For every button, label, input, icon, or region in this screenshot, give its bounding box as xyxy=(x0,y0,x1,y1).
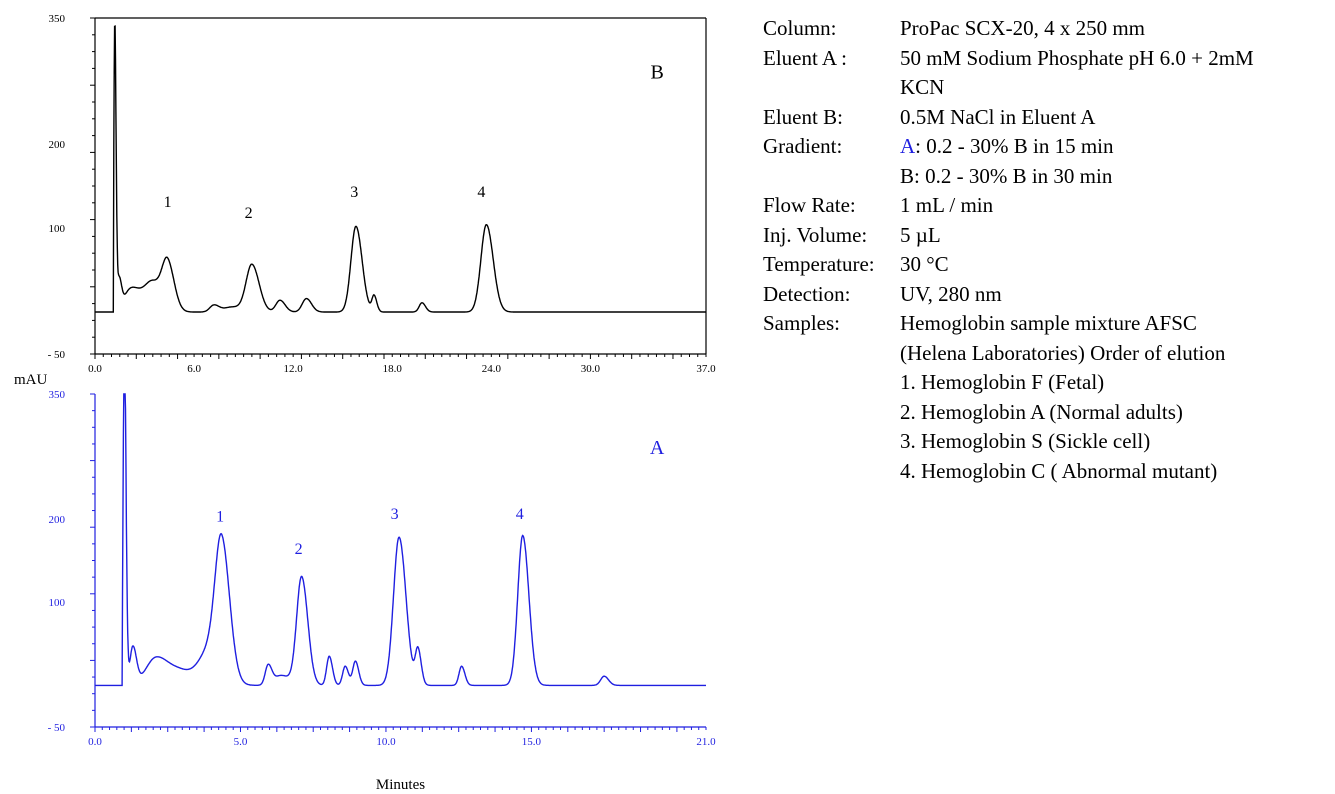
y-tick-label: 100 xyxy=(49,223,66,235)
flow-rate-value: 1 mL / min xyxy=(900,193,994,217)
y-tick-label: 200 xyxy=(49,139,66,151)
x-tick-label: 0.0 xyxy=(88,363,102,375)
chromatogram-trace xyxy=(95,25,706,313)
chromatogram-trace xyxy=(95,393,706,687)
x-tick-label: 18.0 xyxy=(383,363,403,375)
peak-label: 2 xyxy=(295,541,303,558)
y-tick-label: - 50 xyxy=(48,722,66,734)
eluent-b-row: Eluent B: 0.5M NaCl in Eluent A xyxy=(763,103,1254,133)
gradient-key: Gradient: xyxy=(763,134,843,158)
x-tick-label: 12.0 xyxy=(284,363,304,375)
gradient-b-value: B: 0.2 - 30% B in 30 min xyxy=(900,163,1113,188)
panel-a: 0.0 5.0 10.0 15.0 21.0 350 200 100 - 50 Minutes A 1… xyxy=(48,389,717,793)
samples-key: Samples: xyxy=(763,311,840,335)
inj-volume-key: Inj. Volume: xyxy=(763,222,868,247)
elution-item-2: 2. Hemoglobin A (Normal adults) xyxy=(900,399,1183,424)
eluent-a-row: Eluent A : 50 mM Sodium Phosphate pH 6.0… xyxy=(763,44,1254,74)
peak-label: 3 xyxy=(391,506,399,523)
x-tick-label: 24.0 xyxy=(482,363,502,375)
eluent-a-value: 50 mM Sodium Phosphate pH 6.0 + 2mM xyxy=(900,45,1254,70)
x-tick-label: 15.0 xyxy=(522,736,542,748)
eluent-b-value: 0.5M NaCl in Eluent A xyxy=(900,104,1096,129)
elution-item-1: 1. Hemoglobin F (Fetal) xyxy=(900,370,1105,394)
samples-value: Hemoglobin sample mixture AFSC xyxy=(900,311,1197,335)
peak-label: 4 xyxy=(477,184,485,201)
x-axis-title: Minutes xyxy=(376,777,425,793)
y-axis-title: mAU xyxy=(14,372,48,388)
panel-label: B xyxy=(650,61,663,83)
peak-label: 1 xyxy=(216,508,224,525)
x-tick-label: 10.0 xyxy=(376,736,396,748)
samples-row: Samples: Hemoglobin sample mixture AFSC xyxy=(763,309,1254,339)
flow-rate-key: Flow Rate: xyxy=(763,193,856,217)
y-tick-label: 350 xyxy=(49,13,66,25)
x-tick-label: 6.0 xyxy=(187,363,201,375)
detection-row: Detection: UV, 280 nm xyxy=(763,280,1254,310)
gradient-a-value: A: 0.2 - 30% B in 15 min xyxy=(900,132,1254,162)
y-tick-label: - 50 xyxy=(48,349,66,361)
peak-label: 1 xyxy=(164,194,172,211)
y-tick-label: 350 xyxy=(49,389,66,401)
detection-key: Detection: xyxy=(763,281,851,306)
elution-item-3: 3. Hemoglobin S (Sickle cell) xyxy=(900,429,1151,453)
peak-label: 3 xyxy=(350,184,358,201)
x-tick-label: 5.0 xyxy=(234,736,248,748)
temperature-value: 30 °C xyxy=(900,252,949,276)
gradient-a-rest: : 0.2 - 30% B in 15 min xyxy=(915,134,1114,158)
x-tick-label: 30.0 xyxy=(581,363,601,375)
temperature-row: Temperature: 30 °C xyxy=(763,250,1254,280)
inj-volume-value: 5 µL xyxy=(900,222,941,247)
inj-volume-row: Inj. Volume: 5 µL xyxy=(763,221,1254,251)
x-tick-label: 0.0 xyxy=(88,736,102,748)
flow-rate-row: Flow Rate: 1 mL / min xyxy=(763,191,1254,221)
panel-label: A xyxy=(650,437,665,459)
x-tick-label: 37.0 xyxy=(696,363,716,375)
column-value: ProPac SCX-20, 4 x 250 mm xyxy=(900,16,1146,40)
method-conditions: Column: ProPac SCX-20, 4 x 250 mm Eluent… xyxy=(763,14,1254,486)
peak-label: 2 xyxy=(245,205,253,222)
gradient-row: Gradient: A: 0.2 - 30% B in 15 min xyxy=(763,132,1254,162)
eluent-b-key: Eluent B: xyxy=(763,104,843,129)
x-tick-label: 21.0 xyxy=(696,736,716,748)
eluent-a-key: Eluent A : xyxy=(763,45,847,70)
temperature-key: Temperature: xyxy=(763,252,875,276)
column-row: Column: ProPac SCX-20, 4 x 250 mm xyxy=(763,14,1254,44)
y-tick-label: 200 xyxy=(49,514,66,526)
panel-b: 0.0 6.0 12.0 18.0 24.0 30.0 37.0 350 200 100 - 50m… xyxy=(14,13,716,388)
gradient-a-prefix: A xyxy=(900,134,916,158)
column-key: Column: xyxy=(763,16,837,40)
samples-continuation: (Helena Laboratories) Order of elution xyxy=(900,340,1226,365)
eluent-a-continuation: KCN xyxy=(900,75,945,99)
detection-value: UV, 280 nm xyxy=(900,281,1002,306)
y-tick-label: 100 xyxy=(49,597,66,609)
elution-item-4: 4. Hemoglobin C ( Abnormal mutant) xyxy=(900,458,1218,483)
peak-label: 4 xyxy=(516,506,524,523)
